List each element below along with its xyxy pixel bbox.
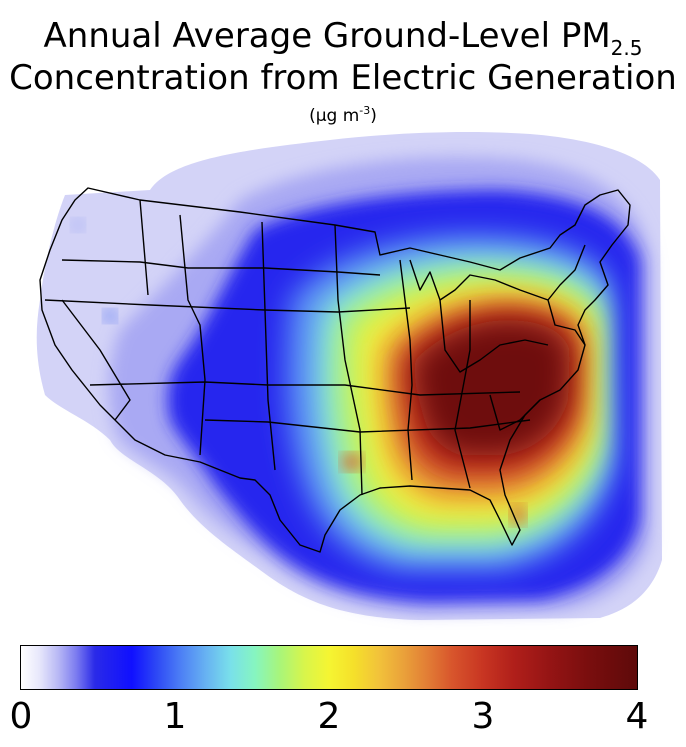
- colorbar-tick-1: 1: [163, 696, 187, 737]
- border-ohio: [439, 299, 549, 373]
- plume-darkred: [414, 320, 570, 455]
- border-49th: [139, 199, 149, 296]
- colorbar-tick-2: 2: [317, 696, 341, 737]
- border-row4: [204, 419, 531, 433]
- border-great-lakes: [409, 259, 549, 301]
- title-prefix: Annual Average Ground-Level PM: [43, 16, 611, 56]
- border-northeast: [547, 244, 586, 346]
- border-mississippi: [399, 259, 413, 481]
- hotspot-idaho: [72, 219, 84, 231]
- us-outline: [39, 187, 631, 553]
- concentration-map: [36, 132, 663, 620]
- map-title-line2: Concentration from Electric Generation: [9, 58, 677, 98]
- border-california: [61, 299, 131, 421]
- border-southeast: [489, 394, 541, 431]
- border-rockies: [179, 214, 206, 456]
- hotspot-texas: [342, 454, 362, 470]
- border-appalachia: [454, 300, 471, 489]
- border-midwest: [334, 224, 363, 496]
- units-label: (µg m-3): [0, 104, 686, 126]
- border-row1: [61, 259, 381, 276]
- map-title-line1: Annual Average Ground-Level PM2.5: [0, 16, 686, 60]
- units-superscript: -3: [359, 104, 371, 117]
- units-suffix: ): [370, 106, 377, 126]
- border-row2: [44, 299, 411, 313]
- concentration-field: [36, 132, 663, 620]
- border-row3: [89, 381, 521, 396]
- units-prefix: (µg m: [309, 106, 360, 126]
- hotspot-florida: [511, 506, 525, 524]
- state-boundaries: [39, 187, 631, 553]
- colorbar-tick-0: 0: [9, 696, 33, 737]
- colorbar: [20, 645, 638, 690]
- colorbar-tick-3: 3: [471, 696, 495, 737]
- border-plains: [261, 221, 276, 471]
- title-subscript: 2.5: [610, 36, 643, 60]
- hotspot-nevada: [104, 310, 116, 322]
- colorbar-tick-4: 4: [625, 696, 649, 737]
